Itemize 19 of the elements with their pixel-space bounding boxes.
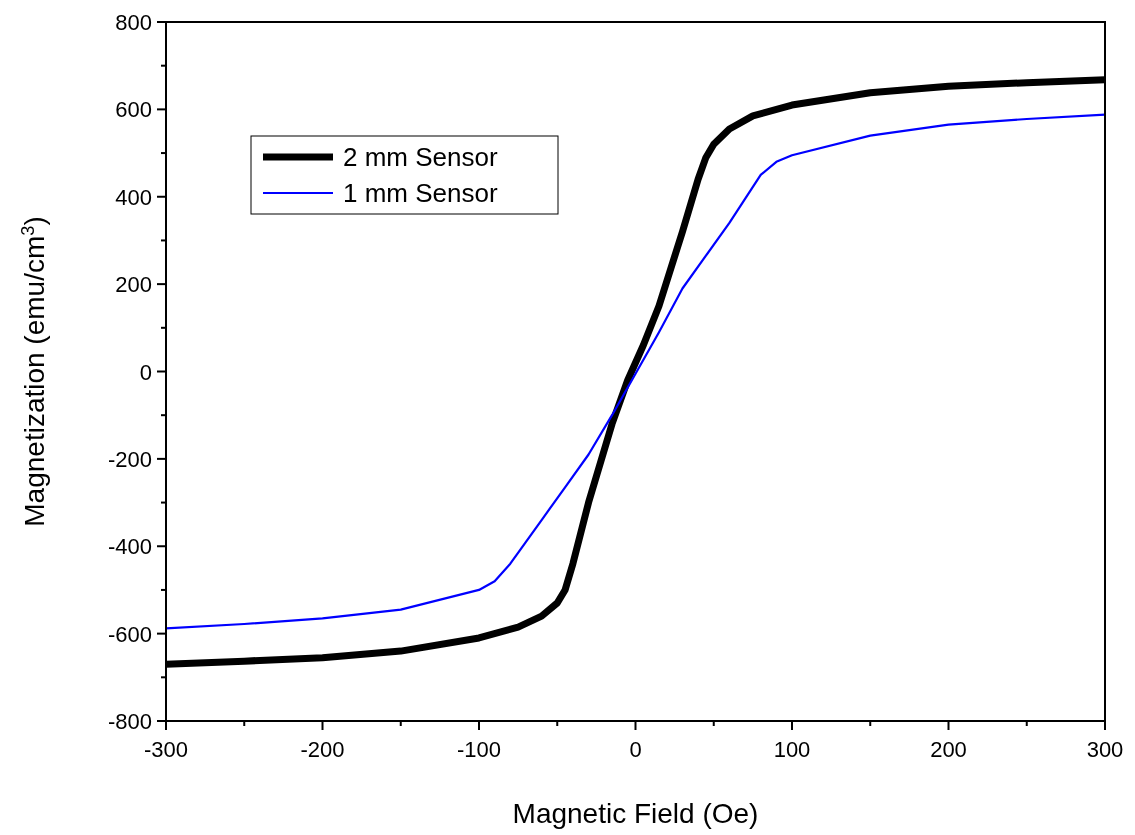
- x-tick-label: -200: [300, 737, 345, 762]
- y-tick-label: 200: [115, 272, 152, 298]
- x-tick-label: 200: [930, 737, 967, 762]
- y-tick-label: -600: [107, 621, 152, 647]
- x-axis-title: Magnetic Field (Oe): [512, 798, 759, 829]
- x-tick-label: -100: [456, 737, 502, 762]
- y-tick-label: 400: [115, 184, 152, 210]
- y-tick-label: 0: [139, 359, 152, 385]
- legend-label: 2 mm Sensor: [343, 142, 498, 172]
- x-tick-label: 0: [629, 737, 642, 762]
- x-tick-label: -300: [143, 737, 189, 762]
- y-tick-label: -400: [107, 534, 152, 560]
- y-tick-label: -800: [107, 709, 152, 734]
- x-tick-label: 300: [1086, 737, 1124, 762]
- legend-label: 1 mm Sensor: [343, 178, 498, 208]
- y-tick-label: 600: [115, 97, 152, 123]
- y-tick-label: 800: [115, 10, 152, 35]
- x-tick-label: 100: [773, 737, 811, 762]
- y-tick-label: -200: [107, 446, 152, 472]
